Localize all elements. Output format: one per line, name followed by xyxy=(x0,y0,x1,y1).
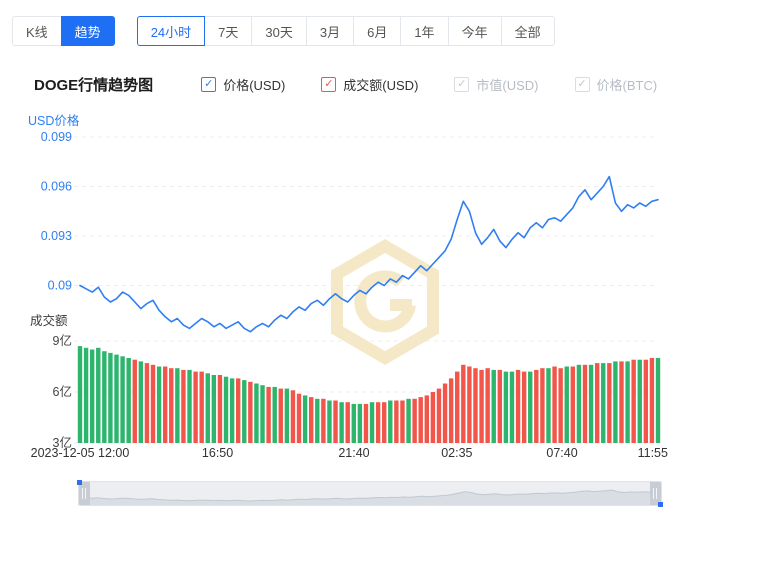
range-tab-ytd[interactable]: 今年 xyxy=(447,16,502,46)
watermark-logo xyxy=(331,239,439,365)
legend-item-price-usd[interactable]: ✓ 价格(USD) xyxy=(201,75,285,94)
svg-text:3亿: 3亿 xyxy=(53,435,72,450)
chart-toolbar: K线 趋势 24小时 7天 30天 3月 6月 1年 今年 全部 xyxy=(12,16,555,46)
legend-label-marketcap-usd: 市值(USD) xyxy=(476,78,539,93)
svg-text:21:40: 21:40 xyxy=(338,446,369,460)
range-tab-all[interactable]: 全部 xyxy=(500,16,555,46)
nav-corner-marker-left xyxy=(77,480,82,485)
nav-handle-left[interactable] xyxy=(79,482,90,505)
price-axis-title: USD价格 xyxy=(28,114,80,128)
legend-label-price-btc: 价格(BTC) xyxy=(596,78,658,93)
svg-text:0.093: 0.093 xyxy=(41,229,72,243)
volume-axis-title: 成交额 xyxy=(30,314,68,328)
svg-text:07:40: 07:40 xyxy=(546,446,577,460)
range-tab-24h[interactable]: 24小时 xyxy=(136,16,206,46)
chart-header: DOGE行情趋势图 ✓ 价格(USD) ✓ 成交额(USD) ✓ 市值(USD)… xyxy=(34,74,657,95)
navigator-minichart xyxy=(79,489,661,505)
svg-text:0.096: 0.096 xyxy=(41,180,72,194)
svg-text:9亿: 9亿 xyxy=(53,333,72,348)
legend-item-price-btc[interactable]: ✓ 价格(BTC) xyxy=(574,75,658,94)
range-tab-1y[interactable]: 1年 xyxy=(400,16,449,46)
range-tab-3m[interactable]: 3月 xyxy=(305,16,355,46)
checkbox-unchecked-icon: ✓ xyxy=(454,77,470,92)
svg-text:6亿: 6亿 xyxy=(53,384,72,399)
svg-text:11:55: 11:55 xyxy=(638,446,668,460)
legend-label-volume-usd: 成交额(USD) xyxy=(343,78,419,93)
chart-legend: ✓ 价格(USD) ✓ 成交额(USD) ✓ 市值(USD) ✓ 价格(BTC) xyxy=(201,75,657,94)
svg-text:0.099: 0.099 xyxy=(41,130,72,144)
legend-item-volume-usd[interactable]: ✓ 成交额(USD) xyxy=(321,75,418,94)
tab-kline[interactable]: K线 xyxy=(12,16,62,46)
svg-text:16:50: 16:50 xyxy=(202,446,233,460)
legend-label-price-usd: 价格(USD) xyxy=(223,78,286,93)
range-tab-30d[interactable]: 30天 xyxy=(251,16,307,46)
range-tab-6m[interactable]: 6月 xyxy=(353,16,402,46)
svg-text:02:35: 02:35 xyxy=(441,446,472,460)
nav-handle-right[interactable] xyxy=(650,482,661,505)
legend-item-marketcap-usd[interactable]: ✓ 市值(USD) xyxy=(454,75,539,94)
nav-corner-marker-right xyxy=(658,502,663,507)
checkbox-unchecked-icon: ✓ xyxy=(574,77,590,92)
tab-trend[interactable]: 趋势 xyxy=(60,16,115,46)
checkbox-checked-icon: ✓ xyxy=(201,77,217,92)
page-title: DOGE行情趋势图 xyxy=(34,77,154,94)
checkbox-checked-icon: ✓ xyxy=(321,77,337,92)
range-tab-7d[interactable]: 7天 xyxy=(204,16,253,46)
range-tab-group: 24小时 7天 30天 3月 6月 1年 今年 全部 xyxy=(136,16,555,46)
view-tab-group: K线 趋势 xyxy=(12,16,115,46)
svg-text:0.09: 0.09 xyxy=(48,279,72,293)
range-navigator[interactable] xyxy=(77,480,663,507)
svg-text:2023-12-05 12:00: 2023-12-05 12:00 xyxy=(31,446,130,460)
